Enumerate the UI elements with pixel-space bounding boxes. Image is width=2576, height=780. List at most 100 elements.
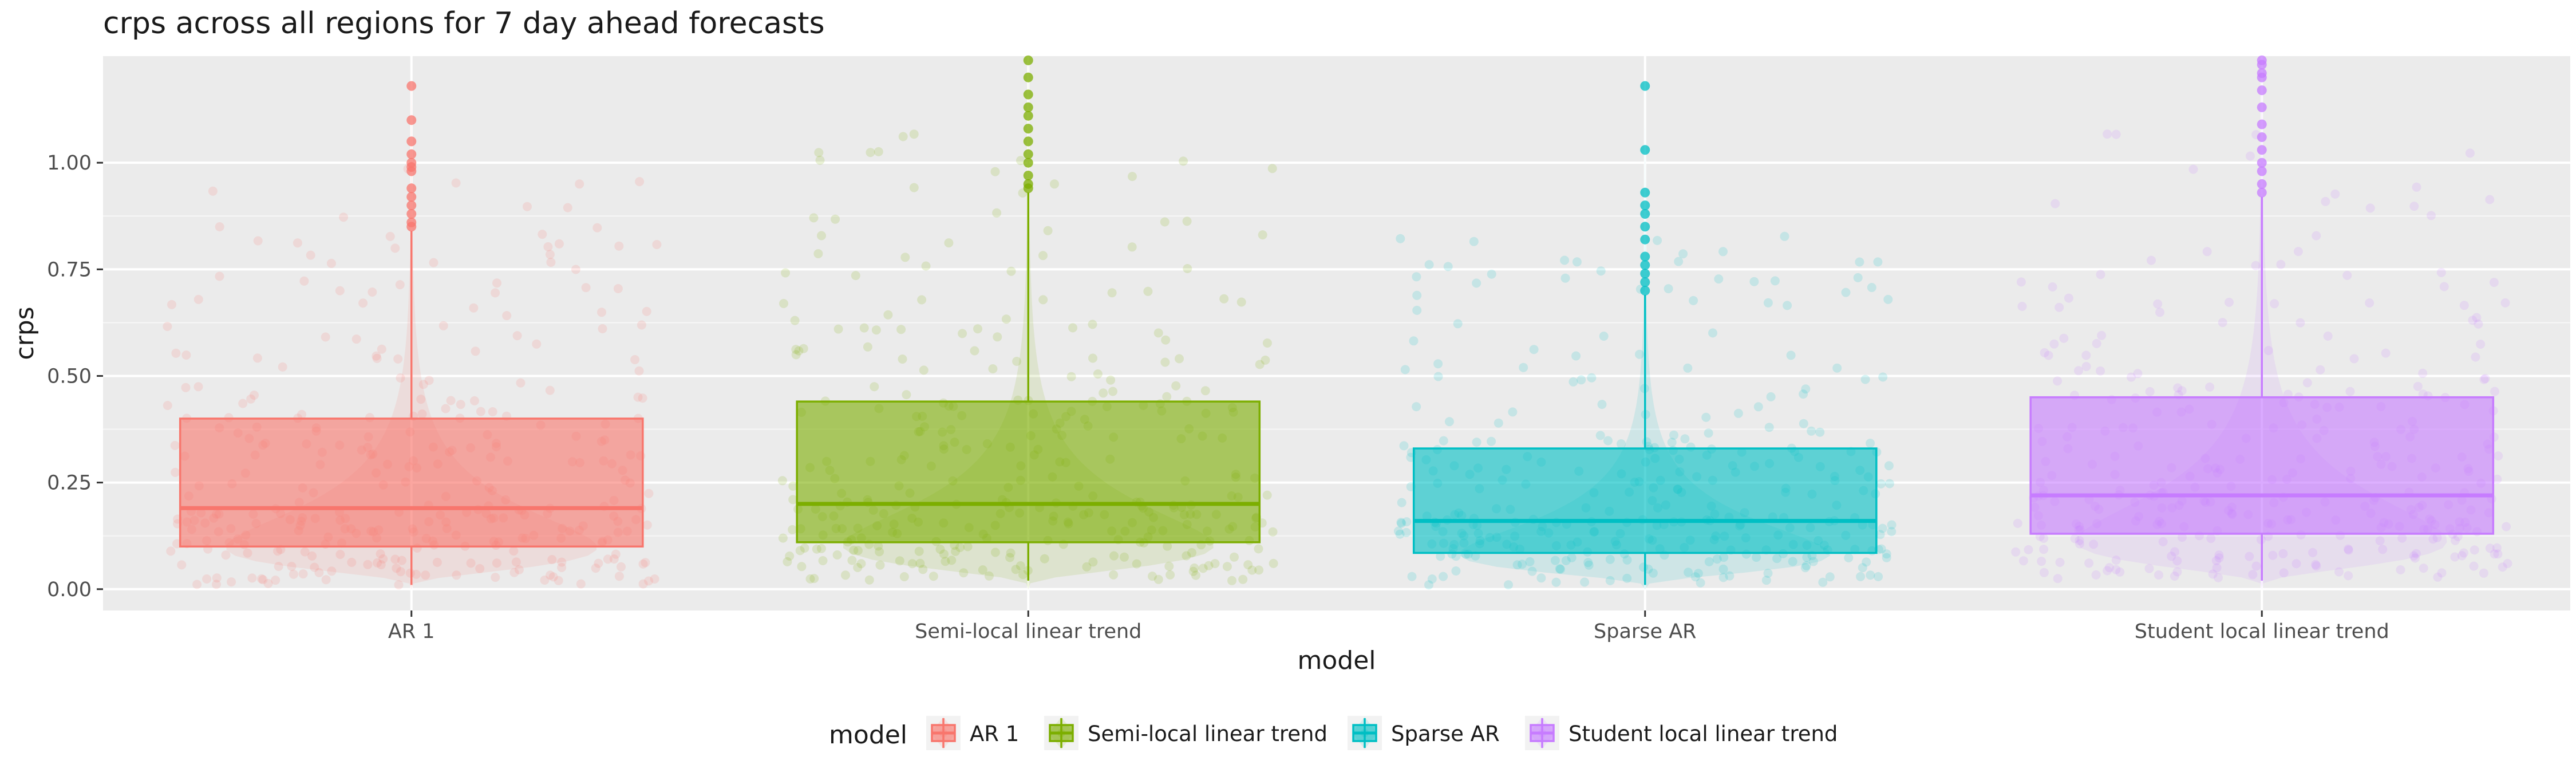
jitter-point (392, 564, 401, 573)
jitter-point (321, 575, 331, 585)
jitter-point (815, 155, 825, 165)
jitter-point (1684, 568, 1693, 577)
jitter-point (310, 562, 319, 572)
jitter-point (1254, 544, 1263, 554)
jitter-point (293, 238, 302, 248)
jitter-point (1409, 336, 1419, 346)
jitter-point (2470, 545, 2479, 555)
jitter-point (1161, 335, 1171, 345)
outlier-point (2257, 179, 2267, 189)
jitter-point (1799, 419, 1808, 428)
jitter-point (1120, 552, 1129, 562)
jitter-point (1714, 274, 1724, 284)
jitter-point (516, 378, 526, 388)
jitter-point (609, 554, 619, 564)
jitter-point (2263, 346, 2273, 356)
jitter-point (1108, 387, 1117, 396)
jitter-point (1219, 294, 1229, 304)
jitter-point (258, 575, 268, 585)
jitter-point (614, 572, 624, 581)
jitter-point (2419, 564, 2428, 573)
legend-item: Sparse AR (1348, 716, 1500, 750)
jitter-point (1763, 569, 1773, 578)
legend-title: model (829, 720, 907, 750)
jitter-point (1786, 350, 1796, 360)
jitter-point (2316, 365, 2325, 375)
outlier-point (1023, 157, 1033, 168)
outlier-point (1023, 136, 1033, 147)
jitter-point (2291, 559, 2301, 569)
jitter-point (2437, 568, 2447, 578)
jitter-point (2276, 259, 2286, 269)
jitter-point (287, 562, 297, 571)
jitter-point (2053, 376, 2063, 386)
jitter-point (831, 214, 840, 224)
jitter-point (898, 132, 908, 141)
jitter-point (1583, 558, 1593, 568)
outlier-point (1640, 187, 1650, 198)
jitter-point (791, 345, 801, 354)
jitter-point (899, 572, 909, 581)
jitter-point (1190, 563, 1199, 573)
jitter-point (833, 324, 843, 334)
jitter-point (1580, 577, 1590, 587)
jitter-point (2279, 568, 2289, 578)
jitter-point (1191, 570, 1200, 580)
jitter-point (2075, 539, 2084, 549)
jitter-point (1753, 402, 1763, 412)
legend-item: Student local linear trend (1525, 716, 1838, 750)
jitter-point (393, 354, 403, 364)
jitter-point (2479, 568, 2488, 578)
jitter-point (2479, 375, 2489, 384)
jitter-point (794, 346, 804, 356)
outlier-point (1640, 260, 1650, 270)
jitter-point (2436, 267, 2446, 277)
jitter-point (2418, 368, 2428, 378)
jitter-point (274, 562, 283, 572)
jitter-point (1016, 156, 1025, 166)
jitter-point (2158, 537, 2168, 546)
jitter-point (1238, 574, 1248, 584)
jitter-point (2312, 561, 2321, 571)
jitter-point (2344, 545, 2353, 555)
jitter-point (613, 284, 623, 293)
jitter-point (1487, 436, 1496, 446)
jitter-point (358, 298, 368, 308)
jitter-point (2039, 534, 2049, 543)
jitter-point (1664, 284, 1673, 294)
jitter-point (557, 557, 567, 567)
jitter-point (418, 380, 428, 389)
jitter-point (1179, 156, 1188, 166)
jitter-point (1529, 345, 1539, 354)
outlier-point (406, 192, 417, 202)
jitter-point (988, 364, 998, 373)
jitter-point (2312, 231, 2321, 241)
jitter-point (412, 569, 421, 579)
jitter-point (1247, 565, 1257, 575)
jitter-point (791, 350, 801, 360)
jitter-point (2205, 382, 2215, 392)
jitter-point (1043, 226, 1053, 235)
jitter-point (2457, 551, 2467, 561)
jitter-point (1099, 388, 1108, 398)
jitter-point (429, 258, 438, 267)
jitter-point (871, 325, 881, 335)
jitter-point (1763, 298, 1773, 308)
jitter-point (1433, 359, 1443, 369)
jitter-point (1243, 560, 1253, 570)
jitter-point (215, 222, 224, 231)
jitter-point (2212, 563, 2222, 573)
jitter-point (617, 562, 626, 572)
jitter-point (523, 202, 532, 211)
jitter-point (491, 573, 500, 582)
jitter-point (193, 382, 203, 392)
legend-item: AR 1 (926, 716, 1019, 750)
outlier-point (406, 149, 417, 159)
jitter-point (1469, 237, 1479, 246)
legend-label: Semi-local linear trend (1088, 722, 1327, 746)
jitter-point (2153, 299, 2163, 309)
jitter-point (1439, 572, 1448, 581)
jitter-point (557, 563, 567, 572)
jitter-point (2381, 348, 2391, 358)
jitter-point (1006, 266, 1016, 276)
